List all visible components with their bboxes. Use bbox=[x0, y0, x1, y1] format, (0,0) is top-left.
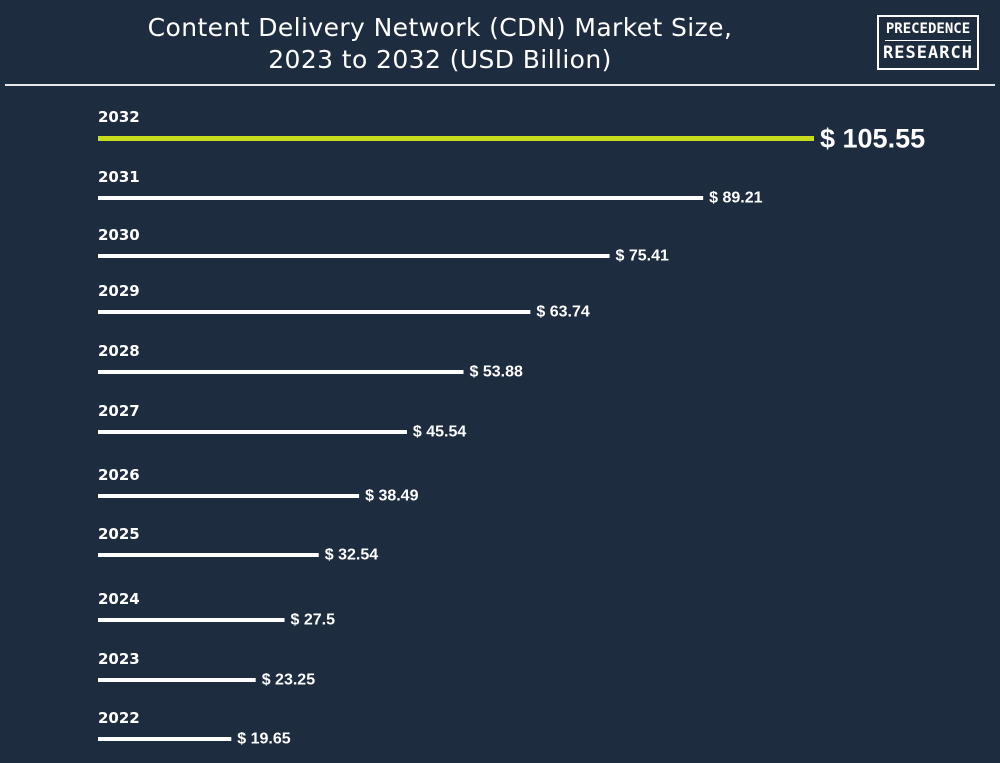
title-divider bbox=[5, 84, 995, 86]
year-label-2027: 2027 bbox=[98, 402, 140, 420]
bar-2025 bbox=[98, 553, 319, 557]
value-label-2032: $ 105.55 bbox=[820, 124, 925, 154]
bar-2032 bbox=[98, 136, 814, 141]
value-label-2025: $ 32.54 bbox=[325, 547, 378, 564]
year-label-2026: 2026 bbox=[98, 466, 140, 484]
value-label-2022: $ 19.65 bbox=[237, 731, 290, 748]
value-label-2027: $ 45.54 bbox=[413, 424, 466, 441]
value-label-2028: $ 53.88 bbox=[469, 364, 522, 381]
value-label-2023: $ 23.25 bbox=[262, 672, 315, 689]
chart-title-line-1: Content Delivery Network (CDN) Market Si… bbox=[147, 13, 733, 42]
bar-2024 bbox=[98, 618, 285, 622]
precedence-research-logo: PRECEDENCE RESEARCH bbox=[877, 15, 979, 70]
chart-title: Content Delivery Network (CDN) Market Si… bbox=[40, 12, 840, 76]
value-label-2029: $ 63.74 bbox=[536, 304, 589, 321]
year-label-2025: 2025 bbox=[98, 525, 140, 543]
year-label-2030: 2030 bbox=[98, 226, 140, 244]
year-label-2024: 2024 bbox=[98, 590, 140, 608]
value-label-2024: $ 27.5 bbox=[291, 612, 336, 629]
year-label-2028: 2028 bbox=[98, 342, 140, 360]
bar-2026 bbox=[98, 494, 360, 498]
bar-2022 bbox=[98, 737, 232, 741]
bar-2029 bbox=[98, 310, 531, 314]
bar-2028 bbox=[98, 370, 464, 374]
year-label-2031: 2031 bbox=[98, 168, 140, 186]
bar-2030 bbox=[98, 254, 610, 258]
logo-line-1: PRECEDENCE bbox=[885, 21, 971, 37]
value-label-2030: $ 75.41 bbox=[616, 248, 669, 265]
year-label-2032: 2032 bbox=[98, 108, 140, 126]
bar-2023 bbox=[98, 678, 256, 682]
logo-line-2: RESEARCH bbox=[883, 43, 973, 63]
bar-2027 bbox=[98, 430, 407, 434]
chart-title-line-2: 2023 to 2032 (USD Billion) bbox=[268, 45, 612, 74]
bar-2031 bbox=[98, 196, 704, 200]
year-label-2023: 2023 bbox=[98, 650, 140, 668]
value-label-2026: $ 38.49 bbox=[365, 488, 418, 505]
value-label-2031: $ 89.21 bbox=[709, 190, 762, 207]
year-label-2029: 2029 bbox=[98, 282, 140, 300]
logo-divider bbox=[885, 40, 971, 41]
year-label-2022: 2022 bbox=[98, 709, 140, 727]
